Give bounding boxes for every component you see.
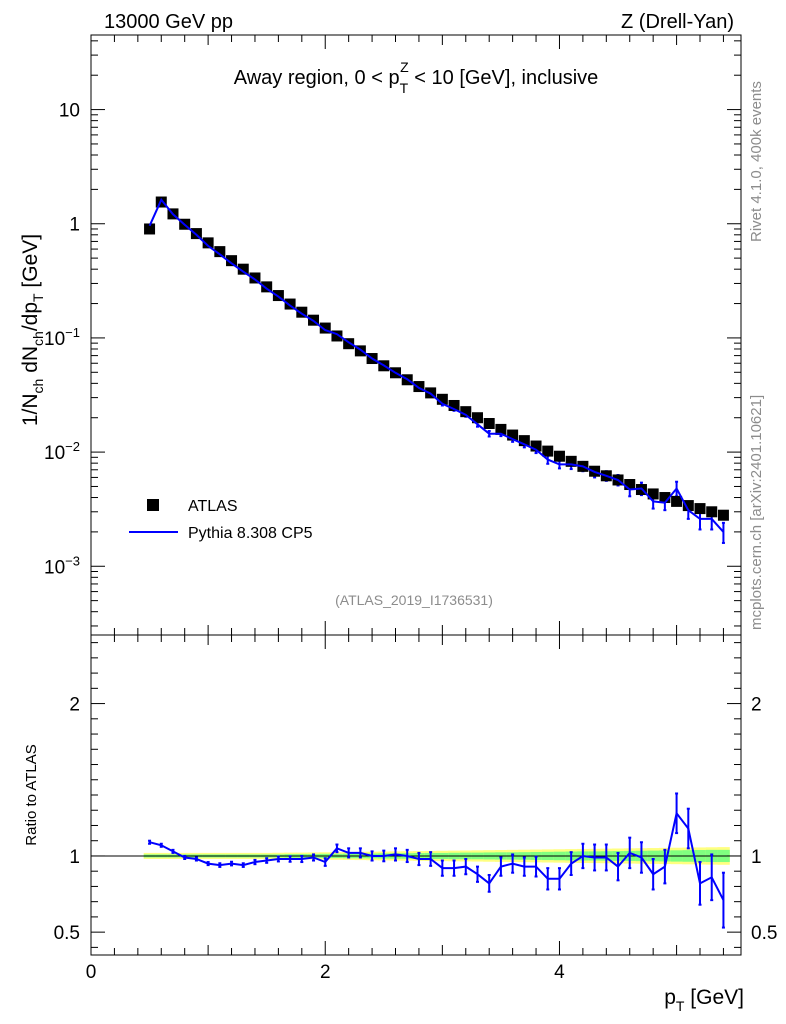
main-y-axis-title: 1/Nch dNch/dpT [GeV] [19, 234, 46, 426]
atlas-data-point [202, 237, 214, 249]
xlabel-a: p [664, 986, 676, 1009]
atlas-data-point [448, 399, 460, 411]
ratio-y-axis-title: Ratio to ATLAS [23, 744, 40, 845]
main-y-tick-label: 10−2 [44, 439, 80, 464]
tick-exponent: −1 [65, 325, 80, 340]
title-prefix: Away region, 0 < p [234, 67, 400, 89]
ratio-axis-ticks [91, 642, 741, 948]
ylabel-a: 1/N [19, 393, 42, 426]
atlas-data-point [343, 338, 355, 350]
atlas-data-point [682, 500, 694, 512]
energy-label: 13000 GeV pp [104, 11, 233, 33]
atlas-data-point [319, 322, 331, 334]
atlas-data-point [436, 393, 448, 405]
pythia-line [148, 197, 725, 533]
rivet-label: Rivet 4.1.0, 400k events [748, 81, 765, 242]
atlas-data-point [671, 495, 683, 507]
main-frame [90, 34, 742, 636]
ratio-y-tick-label-right: 0.5 [751, 923, 777, 944]
atlas-data-point [226, 255, 238, 267]
title-suffix: < 10 [GeV], inclusive [409, 67, 599, 89]
atlas-data-point [495, 423, 507, 435]
atlas-data-point [624, 479, 636, 491]
ratio-y-tick-label-left: 2 [69, 695, 80, 716]
x-tick-label: 2 [320, 962, 331, 983]
ratio-y-tick-label-right: 2 [751, 695, 762, 716]
atlas-data-point [261, 281, 273, 293]
atlas-data-point [507, 429, 519, 441]
tick-base: 10 [44, 443, 65, 464]
process-label: Z (Drell-Yan) [621, 11, 734, 33]
atlas-data-point [717, 509, 729, 521]
atlas-data-point [483, 418, 495, 430]
xlabel-b: [GeV] [684, 986, 744, 1009]
atlas-data-point [249, 272, 261, 284]
panel-title: Away region, 0 < pTZ < 10 [GeV], inclusi… [234, 59, 599, 96]
ratio-frame [90, 634, 742, 956]
atlas-data-point [354, 345, 366, 357]
ratio-panel: 0.5 0.5 1 1 2 2 0 2 4 Ratio to ATLAS pT [GeV] [23, 634, 778, 1014]
atlas-data-point [659, 492, 671, 504]
atlas-data-point [471, 412, 483, 424]
ylabel-a-sub: ch [30, 379, 46, 394]
tick-base: 10 [44, 557, 65, 578]
atlas-data-point [553, 450, 565, 462]
main-y-tick-label: 10−1 [44, 325, 80, 350]
atlas-data-point [694, 503, 706, 515]
atlas-data-point [331, 330, 343, 342]
ratio-y-tick-label-left: 1 [69, 847, 80, 868]
atlas-data-point [296, 306, 308, 318]
mcplots-label: mcplots.cern.ch [arXiv:2401.10621] [748, 395, 765, 630]
atlas-markers [144, 196, 729, 521]
atlas-data-point [706, 506, 718, 518]
atlas-data-point [284, 298, 296, 310]
atlas-data-point [647, 488, 659, 500]
legend-atlas-marker [147, 499, 159, 511]
tick-exponent: −2 [65, 439, 80, 454]
ratio-y-tick-label-right: 1 [751, 847, 762, 868]
main-y-tick-label: 10 [59, 101, 80, 122]
atlas-data-point [144, 223, 156, 235]
ylabel-b-sub: ch [30, 331, 46, 346]
tick-base: 10 [44, 329, 65, 350]
ratio-pythia-line [149, 810, 725, 901]
ylabel-c: /dp [19, 302, 42, 331]
atlas-data-point [530, 440, 542, 452]
ylabel-d: [GeV] [19, 234, 42, 294]
ylabel-b: dN [19, 346, 42, 379]
legend-pythia-label: Pythia 8.308 CP5 [188, 525, 313, 542]
x-tick-label: 0 [86, 962, 97, 983]
title-sub: T [400, 80, 409, 96]
tick-base: 10 [59, 101, 80, 122]
svg-text:1/Nch dNch/dpT [GeV]: 1/Nch dNch/dpT [GeV] [19, 234, 46, 426]
atlas-data-point [237, 263, 249, 275]
main-axis-ticks [90, 35, 741, 955]
tick-exponent: −3 [65, 553, 80, 568]
ratio-y-tick-labels: 0.5 0.5 1 1 2 2 [54, 695, 778, 945]
atlas-data-point [565, 455, 577, 467]
atlas-data-point [542, 445, 554, 457]
ylabel-c-sub: T [30, 293, 46, 302]
atlas-data-point [518, 435, 530, 447]
title-sup: Z [400, 59, 409, 75]
legend: ATLAS Pythia 8.308 CP5 [129, 498, 313, 542]
analysis-watermark: (ATLAS_2019_I1736531) [335, 592, 493, 608]
legend-atlas-label: ATLAS [188, 498, 238, 515]
ratio-y-tick-label-left: 0.5 [54, 923, 80, 944]
xlabel-a-sub: T [676, 998, 685, 1014]
atlas-data-point [413, 381, 425, 393]
atlas-data-point [460, 406, 472, 418]
x-tick-label: 4 [554, 962, 565, 983]
x-tick-labels: 0 2 4 [86, 962, 565, 983]
tick-base: 1 [69, 215, 80, 236]
atlas-data-point [214, 246, 226, 258]
main-y-tick-label: 1 [69, 215, 80, 236]
x-axis-title: pT [GeV] [664, 986, 744, 1014]
main-y-tick-label: 10−3 [44, 553, 80, 578]
